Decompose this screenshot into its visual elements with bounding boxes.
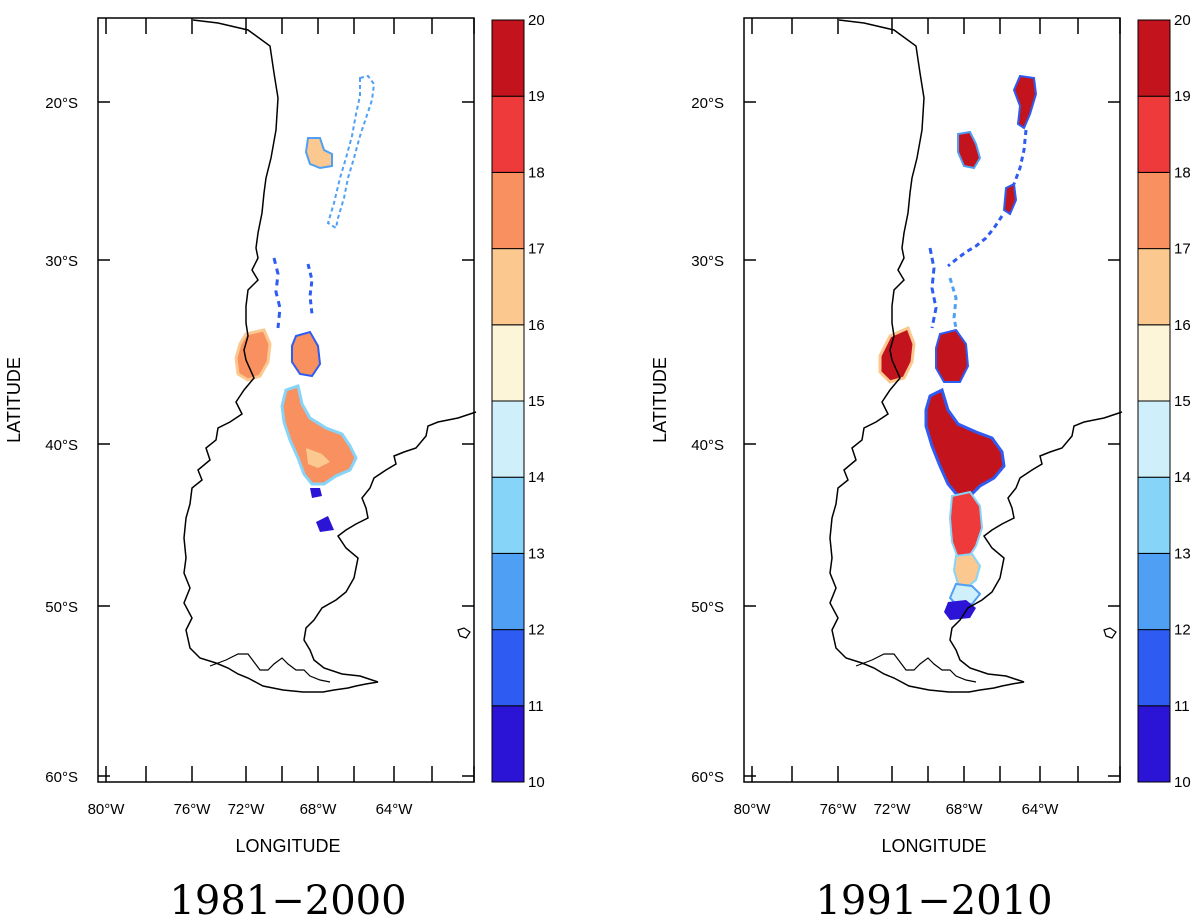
colorbar-label: 12 xyxy=(528,622,545,639)
colorbar-label: 14 xyxy=(528,469,545,486)
colorbar-swatch xyxy=(491,95,525,173)
yaxis-label-0: 20°S xyxy=(691,95,724,112)
colorbar-label: 14 xyxy=(1174,469,1191,486)
map-patch xyxy=(310,488,322,498)
map-patch xyxy=(948,582,982,608)
colorbar-label: 16 xyxy=(1174,317,1191,334)
yaxis-label-2: 40°S xyxy=(691,437,724,454)
xaxis-title-2: LONGITUDE xyxy=(881,836,986,856)
xaxis-label-4: 64°W xyxy=(1022,801,1060,818)
colorbar-swatch xyxy=(1137,324,1171,402)
xaxis-label-0: 80°W xyxy=(88,801,126,818)
colorbar-label: 11 xyxy=(528,698,544,715)
panel-1981-2000: 80°W 76°W 72°W 68°W 64°W 20°S 30°S 40°S … xyxy=(45,17,477,818)
axis-ticks xyxy=(744,18,1121,782)
xaxis-title-1: LONGITUDE xyxy=(235,836,340,856)
map-patch xyxy=(878,325,916,384)
map-patch xyxy=(306,448,330,468)
colorbar-label: 18 xyxy=(1174,164,1191,181)
colorbar-label: 17 xyxy=(1174,241,1191,258)
colorbar-swatch xyxy=(1137,552,1171,631)
map-patch xyxy=(304,137,333,170)
xaxis-label-2: 72°W xyxy=(228,801,266,818)
xaxis-label-4: 64°W xyxy=(376,801,414,818)
yaxis-label-2: 40°S xyxy=(45,437,78,454)
yaxis-label-1: 30°S xyxy=(45,253,78,270)
map-patch xyxy=(1012,74,1038,130)
colorbar-label: 13 xyxy=(1174,545,1191,562)
axis-ticks xyxy=(98,18,475,782)
map-patch xyxy=(948,490,984,559)
map-patch xyxy=(280,384,358,486)
colorbar-swatch xyxy=(1137,400,1171,478)
yaxis-label-0: 20°S xyxy=(45,95,78,112)
colorbar-label: 17 xyxy=(528,241,545,258)
xaxis-label-0: 80°W xyxy=(734,801,772,818)
period-title-2: 1991−2010 xyxy=(815,878,1052,921)
colorbar-label: 16 xyxy=(528,317,545,334)
colorbar-swatch xyxy=(1137,629,1171,707)
colorbar-swatch xyxy=(1137,95,1171,173)
colorbar-label: 20 xyxy=(528,12,545,29)
colorbar-swatch xyxy=(1137,476,1171,554)
colorbar-swatch xyxy=(491,552,525,631)
map-patch xyxy=(924,387,1006,498)
colorbar-label: 20 xyxy=(1174,12,1191,29)
xaxis-label-3: 68°W xyxy=(946,801,984,818)
colorbar-swatch xyxy=(491,171,525,250)
yaxis-title-1: LATITUDE xyxy=(4,357,24,443)
colorbar-swatch xyxy=(1137,171,1171,250)
map-patch xyxy=(1002,182,1018,216)
colorbar-swatch xyxy=(491,476,525,554)
panel-1991-2010: 80°W 76°W 72°W 68°W 64°W 20°S 30°S 40°S … xyxy=(691,17,1123,818)
colorbar-label: 10 xyxy=(1174,774,1191,791)
xaxis-label-1: 76°W xyxy=(174,801,212,818)
map-patch xyxy=(326,74,376,230)
xaxis-label-2: 72°W xyxy=(874,801,912,818)
colorbar-swatch xyxy=(1137,19,1171,97)
yaxis-label-1: 30°S xyxy=(691,253,724,270)
colorbar-swatch xyxy=(1137,248,1171,326)
colorbar-swatch xyxy=(1137,705,1171,783)
colorbar-label: 13 xyxy=(528,545,545,562)
colorbar-1: 10 11 12 13 14 15 16 17 18 19 20 xyxy=(491,12,545,791)
colorbar-2: 10 11 12 13 14 15 16 17 18 19 20 xyxy=(1137,12,1191,791)
map-data-layer xyxy=(878,74,1038,620)
yaxis-label-4: 60°S xyxy=(691,769,724,786)
colorbar-label: 10 xyxy=(528,774,545,791)
colorbar-swatch xyxy=(491,324,525,402)
colorbar-label: 12 xyxy=(1174,622,1191,639)
colorbar-label: 15 xyxy=(528,393,545,410)
yaxis-label-3: 50°S xyxy=(45,599,78,616)
colorbar-label: 18 xyxy=(528,164,545,181)
map-patch xyxy=(952,552,982,590)
colorbar-swatch xyxy=(491,248,525,326)
xaxis-label-3: 68°W xyxy=(300,801,338,818)
map-patch xyxy=(948,277,960,339)
colorbar-swatch xyxy=(491,629,525,707)
colorbar-swatch xyxy=(491,705,525,783)
colorbar-label: 11 xyxy=(1174,698,1190,715)
map-patch xyxy=(291,330,322,378)
map-patch xyxy=(957,130,982,170)
map-patch xyxy=(944,600,976,620)
yaxis-label-3: 50°S xyxy=(691,599,724,616)
xaxis-label-1: 76°W xyxy=(820,801,858,818)
colorbar-label: 19 xyxy=(528,88,545,105)
map-patch xyxy=(272,257,282,329)
colorbar-swatch xyxy=(491,19,525,97)
yaxis-label-4: 60°S xyxy=(45,769,78,786)
period-title-1: 1981−2000 xyxy=(169,878,406,921)
map-patch xyxy=(947,129,1028,268)
colorbar-label: 15 xyxy=(1174,393,1191,410)
map-patch xyxy=(935,328,970,383)
colorbar-swatch xyxy=(491,400,525,478)
yaxis-title-2: LATITUDE xyxy=(650,357,670,443)
map-patch xyxy=(316,516,334,532)
map-patch xyxy=(928,247,938,329)
colorbar-label: 19 xyxy=(1174,88,1191,105)
